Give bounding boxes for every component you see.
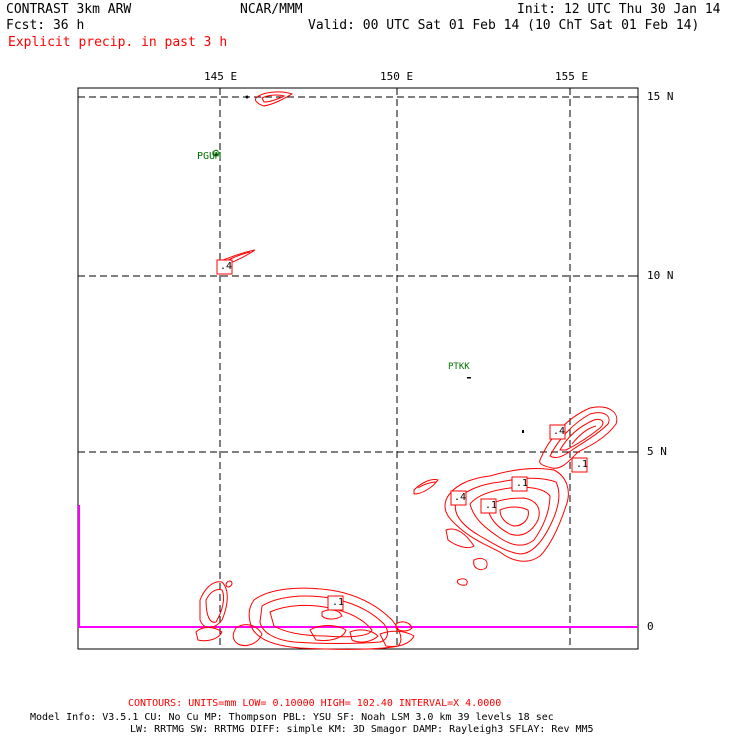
init-time: Init: 12 UTC Thu 30 Jan 14: [517, 2, 721, 17]
valid-time: Valid: 00 UTC Sat 01 Feb 14 (10 ChT Sat …: [308, 18, 700, 33]
contour-value-label: .4: [220, 261, 233, 272]
contour-value-label: .1: [332, 597, 345, 608]
lon-label-150: 150 E: [380, 70, 414, 83]
contour-value-label: .1: [485, 500, 498, 511]
lat-lon-grid: [78, 88, 638, 649]
lat-label-0: 0: [647, 620, 654, 633]
island-marks: [214, 95, 524, 433]
station-label-guam: PGUM: [197, 151, 222, 162]
contour-label-boxes: [216, 259, 588, 611]
field-title: Explicit precip. in past 3 h: [8, 35, 228, 50]
lat-label-10n: 10 N: [647, 269, 674, 282]
contour-value-label: .1: [516, 478, 529, 489]
equator-boundary-line: [78, 505, 638, 628]
lat-label-5n: 5 N: [647, 445, 667, 458]
guam-outline: [212, 149, 219, 157]
model-info-line1: Model Info: V3.5.1 CU: No Cu MP: Thompso…: [30, 712, 554, 723]
lon-label-145: 145 E: [204, 70, 238, 83]
model-title: CONTRAST 3km ARW: [6, 2, 132, 17]
map-frame: [77, 87, 639, 650]
contour-value-label: .4: [454, 492, 467, 503]
model-info-line2: LW: RRTMG SW: RRTMG DIFF: simple KM: 3D …: [130, 724, 594, 735]
precip-contours: [195, 91, 618, 650]
lat-label-15n: 15 N: [647, 90, 674, 103]
forecast-hour: Fcst: 36 h: [6, 18, 85, 33]
frame-ticks: [219, 88, 638, 628]
station-label-chuuk: PTKK: [448, 362, 470, 372]
contour-info: CONTOURS: UNITS=mm LOW= 0.10000 HIGH= 10…: [128, 698, 502, 709]
institution-label: NCAR/MMM: [240, 2, 303, 17]
lon-label-155: 155 E: [555, 70, 589, 83]
contour-value-label: .4: [553, 426, 566, 437]
contour-value-label: .1: [576, 459, 589, 470]
